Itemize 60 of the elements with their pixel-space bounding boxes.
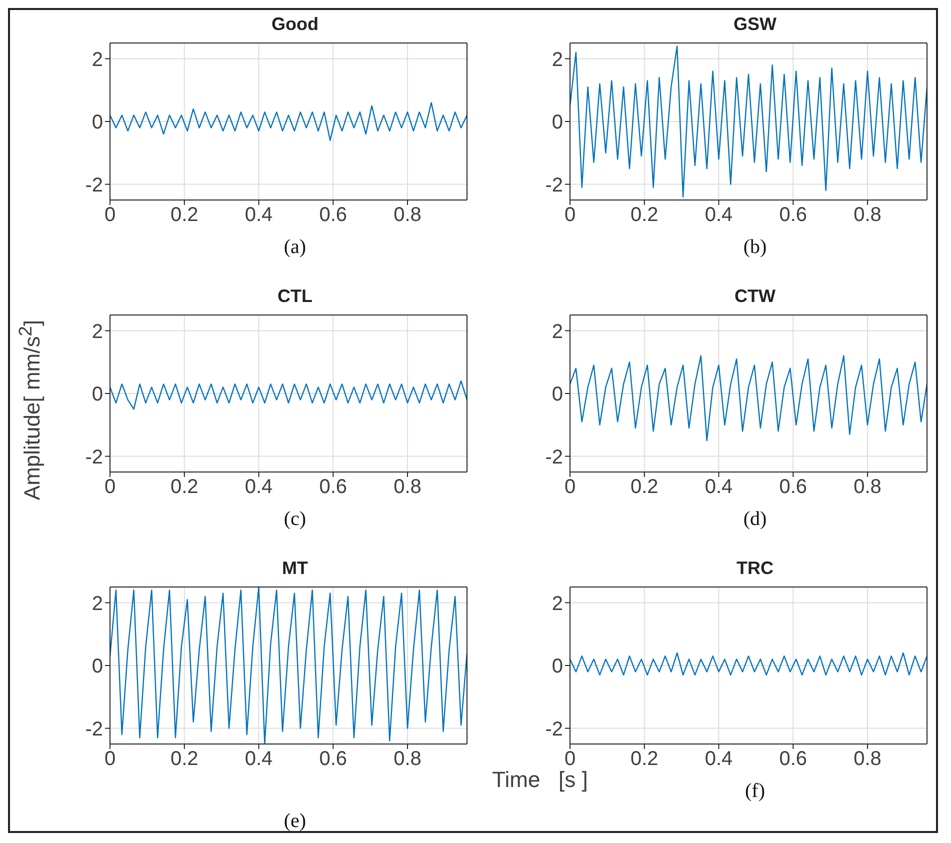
y-tick-label: 0 bbox=[552, 384, 563, 406]
y-tick-label: 0 bbox=[552, 112, 563, 134]
x-tick-label: 0.8 bbox=[394, 476, 422, 498]
x-tick-label: 0.2 bbox=[170, 476, 198, 498]
x-tick-label: 0.6 bbox=[779, 748, 808, 770]
x-tick-label: 0.6 bbox=[319, 204, 348, 226]
y-tick-label: 2 bbox=[552, 48, 563, 71]
x-tick-label: 0.2 bbox=[170, 748, 198, 770]
line-series bbox=[110, 102, 467, 141]
text: (a) bbox=[282, 236, 308, 259]
line-series bbox=[570, 652, 927, 676]
y-tick-label: 2 bbox=[92, 320, 103, 343]
chart-title: CTL bbox=[276, 286, 314, 308]
x-tick-label: 0.6 bbox=[319, 476, 348, 498]
x-tick-label: 0.8 bbox=[854, 204, 882, 226]
y-tick-label: 0 bbox=[552, 656, 563, 678]
y-tick-label: -2 bbox=[545, 718, 563, 740]
x-tick-label: 0.4 bbox=[244, 476, 273, 498]
x-tick-label: 0.2 bbox=[630, 476, 658, 498]
x-tick-label: 0.4 bbox=[704, 476, 733, 498]
x-tick-label: 0.4 bbox=[704, 204, 733, 226]
x-tick-label: 0.6 bbox=[779, 204, 808, 226]
chart-title: Good bbox=[270, 14, 320, 36]
x-tick-label: 0.6 bbox=[779, 476, 808, 498]
line-series bbox=[570, 355, 927, 442]
x-tick-label: 0.8 bbox=[854, 476, 882, 498]
y-tick-label: 0 bbox=[92, 384, 103, 406]
x-tick-label: 0.8 bbox=[854, 748, 882, 770]
chart-title: TRC bbox=[736, 558, 774, 580]
x-axis-title: Time [s ] bbox=[492, 767, 588, 793]
x-tick-label: 0.8 bbox=[394, 204, 422, 226]
x-tick-label: 0.2 bbox=[170, 204, 198, 226]
text: (b) bbox=[742, 236, 768, 259]
chart-title: GSW bbox=[732, 14, 778, 36]
y-tick-label: 0 bbox=[92, 656, 103, 678]
x-tick-label: 0.4 bbox=[704, 748, 733, 770]
y-tick-label: -2 bbox=[85, 174, 103, 196]
text: (e) bbox=[282, 810, 308, 833]
y-tick-label: 2 bbox=[552, 320, 563, 343]
x-tick-label: 0.4 bbox=[244, 748, 273, 770]
x-tick-label: 0.2 bbox=[630, 748, 658, 770]
y-tick-label: 0 bbox=[92, 112, 103, 134]
y-tick-label: -2 bbox=[85, 718, 103, 740]
y-tick-label: -2 bbox=[545, 446, 563, 468]
chart-title: CTW bbox=[734, 286, 776, 308]
line-series bbox=[110, 380, 467, 410]
x-tick-label: 0.4 bbox=[244, 204, 273, 226]
chart-title: MT bbox=[281, 558, 309, 580]
y-tick-label: -2 bbox=[85, 446, 103, 468]
y-tick-label: -2 bbox=[545, 174, 563, 196]
x-tick-label: 0.8 bbox=[394, 748, 422, 770]
text: (f) bbox=[745, 780, 765, 802]
text: (d) bbox=[742, 508, 768, 531]
x-tick-label: 0.2 bbox=[630, 204, 658, 226]
line-series bbox=[570, 46, 927, 198]
text: (c) bbox=[282, 508, 308, 531]
x-tick-label: 0.6 bbox=[319, 748, 348, 770]
y-tick-label: 2 bbox=[92, 48, 103, 71]
y-tick-label: 2 bbox=[92, 592, 103, 615]
y-tick-label: 2 bbox=[552, 592, 563, 615]
